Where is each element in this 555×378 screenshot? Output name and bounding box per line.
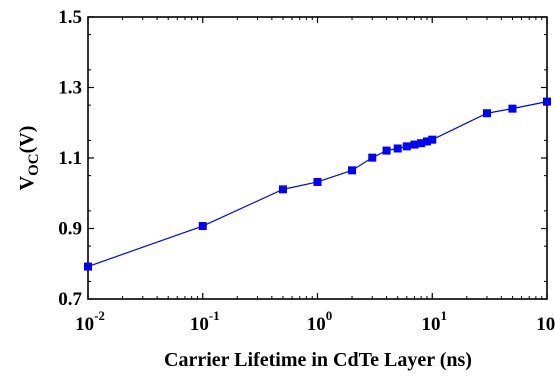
data-point: [482, 109, 491, 118]
x-tick-label-base: 10: [190, 314, 209, 335]
x-tick-label-base: 10: [422, 314, 441, 335]
x-tick-label: 10-1: [190, 308, 220, 335]
y-axis-label-subscript: OC: [26, 153, 42, 176]
series-line: [87, 101, 548, 268]
data-point: [402, 142, 411, 151]
series-layer: [84, 97, 551, 271]
y-axis-label: VOC(V): [16, 126, 42, 191]
data-point: [313, 177, 322, 186]
y-axis-label-unit: (V): [16, 126, 38, 154]
y-tick-label: 1.3: [58, 78, 82, 99]
data-point: [368, 153, 377, 162]
x-tick-label-exponent: 0: [326, 308, 333, 323]
x-axis-label: Carrier Lifetime in CdTe Layer (ns): [164, 349, 472, 371]
data-point: [84, 262, 92, 271]
y-axis-ticks: 0.7 0.9 1.1 1.3 1.5: [58, 7, 547, 310]
x-tick-label: 101: [422, 308, 448, 335]
y-tick-label: 1.5: [58, 7, 82, 28]
x-tick-label: 10-2: [75, 308, 105, 335]
x-tick-label-exponent: 1: [441, 308, 448, 323]
data-point: [278, 185, 287, 194]
x-tick-label: 100: [307, 308, 333, 335]
data-point: [417, 139, 426, 148]
x-tick-label-base: 10: [307, 314, 326, 335]
data-point: [428, 135, 437, 144]
x-tick-label-exponent: -1: [209, 308, 220, 323]
data-point: [410, 140, 419, 149]
x-tick-label-base: 10: [536, 314, 555, 335]
x-tick-label-exponent: -2: [94, 308, 105, 323]
x-tick-label-base: 10: [75, 314, 94, 335]
data-point: [393, 144, 402, 153]
y-tick-label: 1.1: [58, 148, 82, 169]
data-point: [422, 137, 431, 146]
x-tick-label: 102: [536, 308, 555, 335]
data-point: [348, 166, 357, 175]
x-axis-ticks: 10-210-1100101102: [75, 17, 555, 335]
y-tick-label: 0.7: [58, 289, 82, 310]
data-point: [508, 104, 517, 113]
y-axis-label-main: V: [16, 175, 38, 190]
data-point: [543, 97, 551, 106]
data-point: [198, 222, 207, 231]
y-tick-label: 0.9: [58, 219, 82, 240]
data-point: [382, 146, 391, 155]
